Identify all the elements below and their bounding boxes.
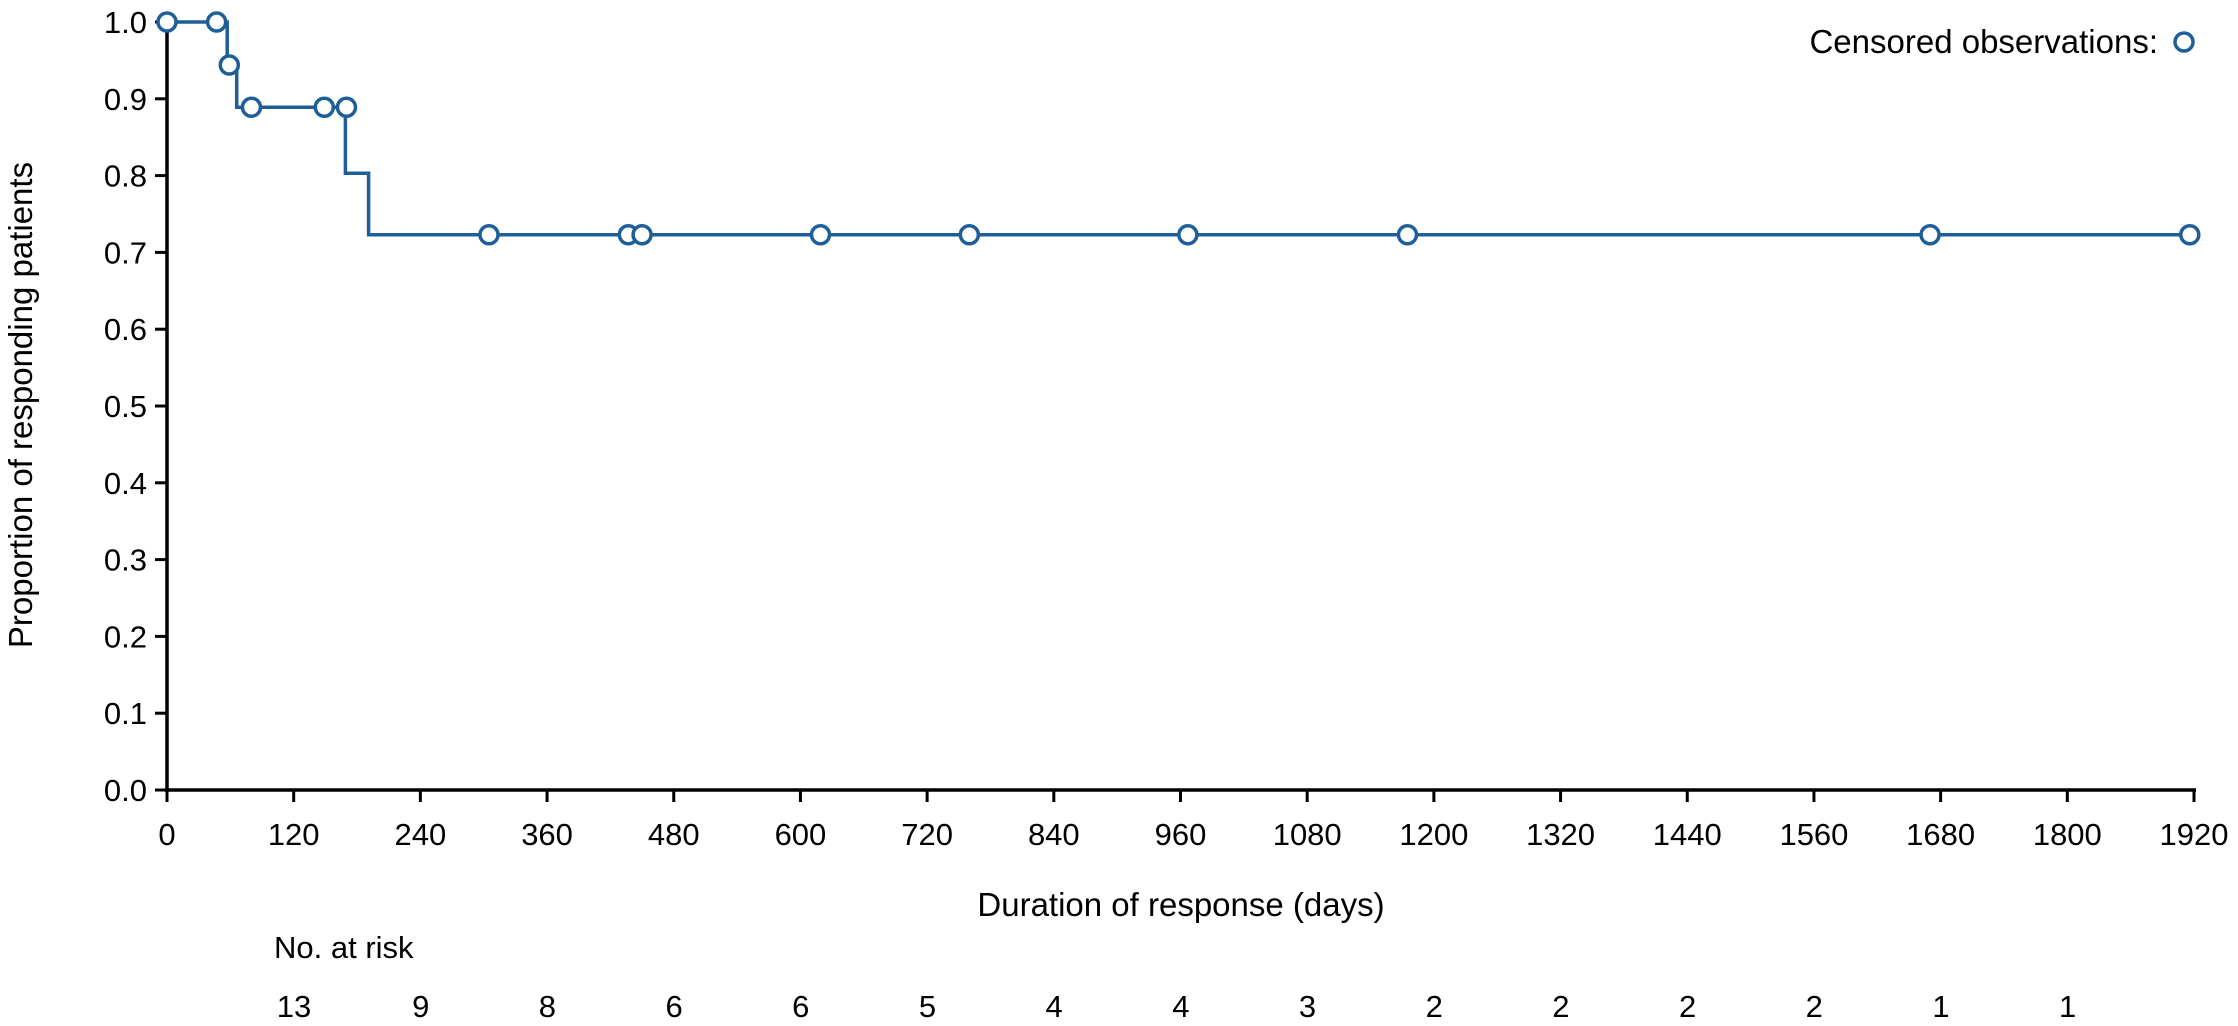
y-axis-title: Proportion of responding patients [2, 162, 39, 648]
y-tick-label: 0.9 [104, 82, 147, 117]
x-tick-label: 480 [648, 817, 700, 852]
censor-mark [313, 96, 336, 118]
risk-value: 4 [1172, 989, 1189, 1024]
y-tick-label: 0.8 [104, 159, 147, 194]
censor-mark [218, 54, 241, 76]
y-tick-label: 0.0 [104, 773, 147, 808]
risk-value: 9 [412, 989, 429, 1024]
risk-table-title: No. at risk [274, 930, 414, 965]
x-tick-label: 1320 [1526, 817, 1595, 852]
y-tick-label: 0.1 [104, 696, 147, 731]
censor-mark [156, 11, 178, 33]
x-tick-label: 960 [1155, 817, 1207, 852]
risk-value: 13 [277, 989, 311, 1024]
censor-mark [1396, 223, 1419, 246]
censor-mark [1177, 223, 1199, 246]
x-tick-label: 1080 [1273, 817, 1342, 852]
censor-mark [205, 11, 228, 33]
x-tick-label: 120 [268, 817, 320, 852]
censor-mark [631, 223, 653, 246]
censor-marks [156, 11, 2201, 246]
censor-mark [809, 223, 832, 246]
censor-mark [240, 96, 263, 118]
censor-mark [958, 223, 981, 246]
x-tick-label: 360 [521, 817, 573, 852]
x-tick-label: 840 [1028, 817, 1080, 852]
x-tick-label: 720 [901, 817, 953, 852]
x-tick-label: 1680 [1906, 817, 1975, 852]
x-tick-label: 600 [775, 817, 827, 852]
legend-censor-marker [2173, 31, 2195, 53]
risk-value: 1 [2059, 989, 2076, 1024]
y-tick-label: 0.5 [104, 389, 147, 424]
y-tick-label: 0.6 [104, 312, 147, 347]
x-tick-label: 1440 [1653, 817, 1722, 852]
risk-value: 2 [1552, 989, 1569, 1024]
y-tick-label: 0.2 [104, 619, 147, 654]
y-ticks: 0.0 0.1 0.2 0.3 0.4 0.5 0.6 0.7 0.8 0.9 1.0 [104, 5, 167, 808]
x-tick-label: 1920 [2160, 817, 2229, 852]
survival-curve-line [167, 20, 2194, 237]
risk-value: 1 [1932, 989, 1949, 1024]
risk-value: 3 [1299, 989, 1316, 1024]
x-tick-label: 1800 [2033, 817, 2102, 852]
risk-value: 4 [1046, 989, 1063, 1024]
risk-values: 13 9 8 6 6 5 4 4 3 2 2 2 2 1 1 [277, 989, 2076, 1024]
axes [165, 20, 2196, 792]
x-tick-label: 0 [158, 817, 175, 852]
legend-label: Censored observations: [1809, 23, 2158, 60]
x-tick-label: 240 [395, 817, 447, 852]
x-tick-label: 1560 [1779, 817, 1848, 852]
risk-table: No. at risk 13 9 8 6 6 5 4 4 3 2 2 2 2 1 1 [274, 930, 2076, 1024]
censor-mark [478, 223, 500, 246]
x-tick-label: 1200 [1399, 817, 1468, 852]
y-tick-label: 0.4 [104, 466, 147, 501]
x-ticks: 0 120 240 360 480 600 720 840 960 1080 1200 1320 144… [158, 790, 2228, 852]
x-axis-title: Duration of response (days) [977, 886, 1384, 923]
risk-value: 8 [539, 989, 556, 1024]
y-tick-label: 0.3 [104, 543, 147, 578]
censor-mark [1919, 223, 1941, 246]
risk-value: 2 [1806, 989, 1823, 1024]
y-tick-label: 1.0 [104, 5, 147, 40]
risk-value: 2 [1679, 989, 1696, 1024]
risk-value: 2 [1426, 989, 1443, 1024]
risk-value: 5 [919, 989, 936, 1024]
censor-mark [335, 96, 358, 118]
y-tick-label: 0.7 [104, 235, 147, 270]
risk-value: 6 [665, 989, 682, 1024]
risk-value: 6 [792, 989, 809, 1024]
legend: Censored observations: [1809, 23, 2195, 60]
censor-mark [2179, 223, 2201, 246]
